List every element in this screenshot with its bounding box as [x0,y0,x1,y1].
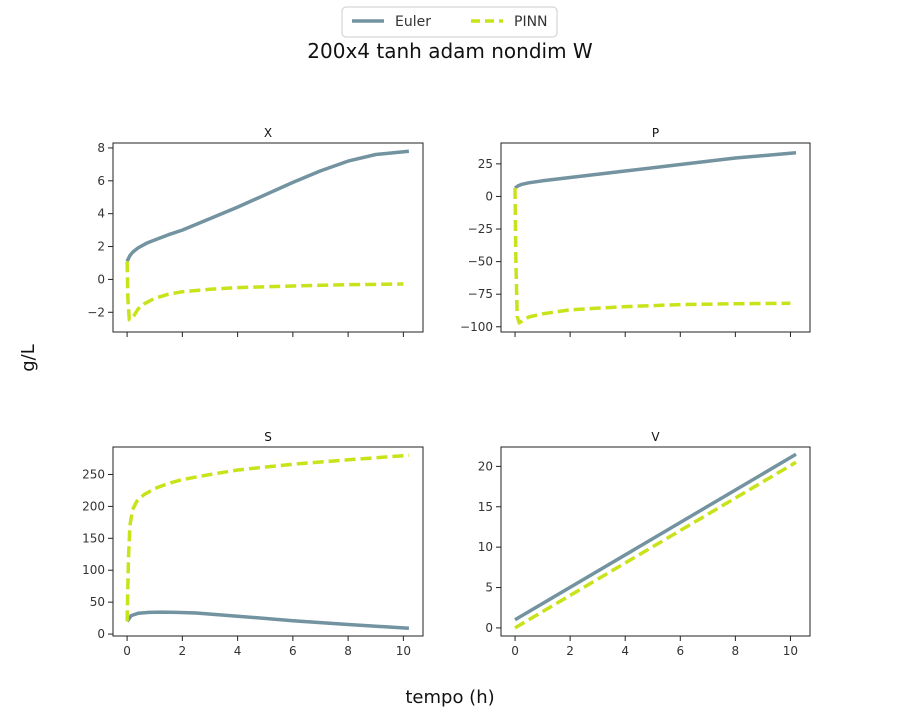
x-tick-label: 0 [123,644,131,658]
series-euler-line-x [125,149,410,263]
y-axis-label: g/L [18,344,39,372]
x-tick-label: 8 [732,644,740,658]
y-tick-label: 50 [90,595,105,609]
legend: Euler PINN [341,6,558,38]
y-tick-label: 2 [97,240,105,254]
subplot-s-frame [112,446,424,637]
subplot-s-title: S [264,430,272,444]
subplot-v: V 0 2 4 6 8 10 0 5 10 15 20 [478,430,811,658]
y-tick-label: 10 [478,540,493,554]
series-euler-line-v [514,452,797,622]
x-tick-label: 0 [511,644,519,658]
x-axis-label: tempo (h) [405,687,494,708]
y-tick-label: 0 [485,189,493,203]
y-tick-label: 15 [478,500,493,514]
y-tick-label: 0 [97,627,105,641]
y-tick-label: 0 [485,621,493,635]
x-tick-label: 8 [344,644,352,658]
y-tick-label: 150 [82,531,105,545]
series-euler-line-s [125,610,410,631]
y-tick-label: 5 [485,581,493,595]
y-tick-label: 25 [478,157,493,171]
subplot-v-title: V [651,430,660,444]
y-tick-label: −50 [468,255,493,269]
y-tick-label: −25 [468,222,493,236]
y-tick-label: 20 [478,459,493,473]
y-tick-label: −100 [460,320,493,334]
subplot-p-title: P [652,126,659,140]
series-pinn-line-p [513,187,791,325]
x-tick-label: 2 [179,644,187,658]
subplot-p: P −100 −75 −50 −25 0 25 [460,126,811,337]
x-tick-label: 10 [396,644,411,658]
x-tick-label: 6 [676,644,684,658]
subplot-x: X −2 0 2 4 6 8 [87,126,424,337]
series-pinn-line-x [125,261,404,322]
subplot-x-frame [112,142,424,333]
y-tick-label: 200 [82,499,105,513]
subplot-v-frame [500,446,811,637]
subplot-p-frame [500,142,811,333]
y-tick-label: −75 [468,287,493,301]
series-euler-line-p [513,151,797,190]
subplot-x-title: X [264,126,272,140]
x-tick-label: 4 [234,644,242,658]
y-tick-label: 250 [82,467,105,481]
y-tick-label: 8 [97,141,105,155]
y-tick-label: 0 [97,272,105,286]
figure-title: 200x4 tanh adam nondim W [307,39,593,63]
legend-frame [341,6,558,38]
x-tick-label: 2 [566,644,574,658]
series-pinn-line-v [514,460,797,630]
x-tick-label: 4 [621,644,629,658]
x-tick-label: 10 [783,644,798,658]
legend-pinn-label: PINN [514,14,548,30]
y-tick-label: 4 [97,207,105,221]
legend-euler-label: Euler [395,14,431,30]
y-tick-label: −2 [87,305,105,319]
series-pinn-line-s [125,453,410,622]
x-tick-label: 6 [289,644,297,658]
y-tick-label: 6 [97,174,105,188]
y-tick-label: 100 [82,563,105,577]
